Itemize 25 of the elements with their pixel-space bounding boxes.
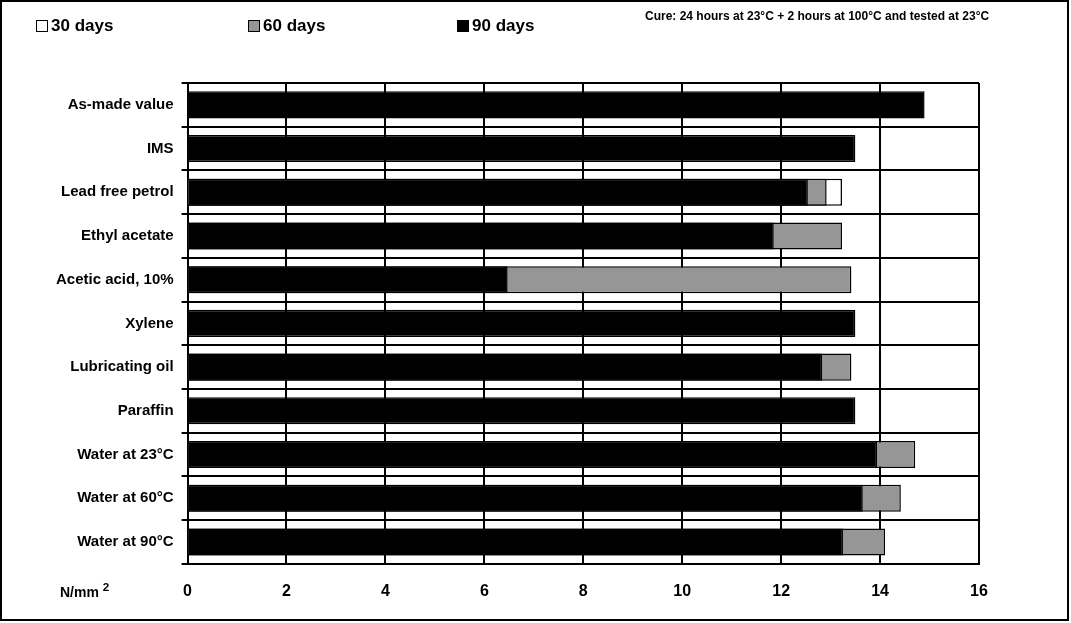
legend-label: 90 days	[472, 16, 535, 36]
y-tick-label: Water at 60°C	[77, 488, 174, 506]
x-tick-label: 12	[772, 581, 791, 599]
y-tick-label: Xylene	[125, 313, 174, 331]
x-tick-label: 14	[871, 581, 890, 599]
x-tick-label: 16	[970, 581, 988, 599]
y-tick-label: IMS	[146, 138, 174, 156]
legend-label: 60 days	[263, 16, 326, 36]
x-tick-label: 6	[479, 581, 489, 599]
y-tick-label: Paraffin	[117, 400, 174, 418]
x-axis-title: N/mm $^{2}$	[60, 580, 110, 600]
x-tick-label: 0	[183, 581, 193, 599]
x-tick-label: 8	[578, 581, 588, 599]
text: Cure: 24 hours at 23°C + 2 hours at 100°C and tested at 23°C	[645, 8, 991, 24]
y-tick-label: Lubricating oil	[70, 357, 174, 375]
y-tick-label: Acetic acid, 10%	[56, 269, 174, 287]
y-tick-label: Lead free petrol	[61, 182, 174, 200]
y-tick-label: Water at 23°C	[77, 444, 174, 462]
x-tick-label: 2	[282, 581, 292, 599]
x-tick-label: 4	[380, 581, 390, 599]
legend-label: 30 days	[51, 16, 114, 36]
y-tick-label: Water at 90°C	[77, 532, 174, 550]
y-tick-label: As-made value	[67, 95, 174, 112]
x-tick-label: 10	[673, 581, 692, 599]
y-tick-label: Ethyl acetate	[81, 226, 174, 244]
